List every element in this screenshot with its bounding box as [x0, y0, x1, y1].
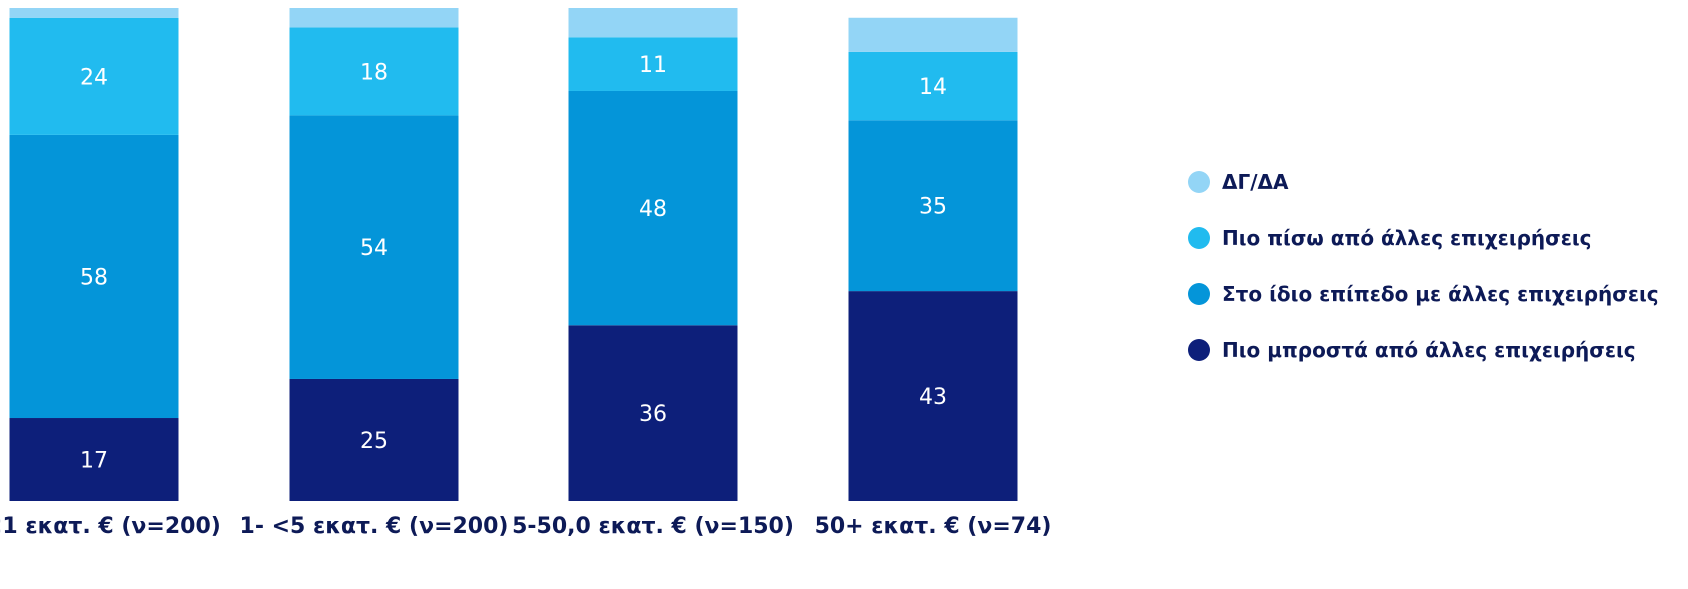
- bar-segment-1-cat-4: [848, 291, 1018, 501]
- category-label: 1- <5 εκατ. € (ν=200): [239, 514, 509, 539]
- legend-item: ΔΓ/ΔΑ: [1188, 154, 1659, 210]
- bar-segment-2-cat-4: [848, 120, 1018, 292]
- bar-segment-4-cat-3: [568, 8, 738, 38]
- legend: ΔΓ/ΔΑ Πιο πίσω από άλλες επιχειρήσεις Στο …: [1188, 154, 1659, 378]
- bar-segment-3-cat-2: [289, 27, 459, 116]
- bar-segment-3-cat-4: [848, 51, 1018, 121]
- bar-segment-1-cat-1: [9, 418, 179, 501]
- legend-label: ΔΓ/ΔΑ: [1222, 170, 1289, 194]
- bar-segment-4-cat-2: [289, 8, 459, 28]
- bar-segment-2-cat-2: [289, 115, 459, 379]
- data-label: 17: [80, 449, 108, 474]
- legend-label: Στο ίδιο επίπεδο με άλλες επιχειρήσεις: [1222, 282, 1659, 306]
- legend-swatch: [1188, 283, 1210, 305]
- legend-swatch: [1188, 227, 1210, 249]
- bar-segment-3-cat-1: [9, 17, 179, 135]
- bar-segment-2-cat-3: [568, 90, 738, 326]
- data-label: 58: [80, 265, 108, 290]
- legend-item: Πιο πίσω από άλλες επιχειρήσεις: [1188, 210, 1659, 266]
- data-label: 54: [360, 236, 388, 261]
- legend-item: Πιο μπροστά από άλλες επιχειρήσεις: [1188, 322, 1659, 378]
- bar-segment-1-cat-2: [289, 378, 459, 501]
- bar-segment-4-cat-1: [9, 8, 179, 18]
- data-label: 48: [639, 197, 667, 222]
- legend-label: Πιο μπροστά από άλλες επιχειρήσεις: [1222, 338, 1636, 362]
- data-label: 43: [919, 385, 947, 410]
- data-label: 14: [919, 75, 947, 100]
- legend-item: Στο ίδιο επίπεδο με άλλες επιχειρήσεις: [1188, 266, 1659, 322]
- category-label: - <1 εκατ. € (ν=200): [0, 514, 221, 539]
- data-label: 24: [80, 65, 108, 90]
- category-label: 5-50,0 εκατ. € (ν=150): [512, 514, 794, 539]
- legend-label: Πιο πίσω από άλλες επιχειρήσεις: [1222, 226, 1592, 250]
- bar-segment-2-cat-1: [9, 134, 179, 419]
- legend-swatch: [1188, 171, 1210, 193]
- category-label: 50+ εκατ. € (ν=74): [814, 514, 1052, 539]
- data-label: 11: [639, 53, 667, 78]
- data-label: 25: [360, 429, 388, 454]
- bar-segment-4-cat-4: [848, 17, 1018, 52]
- bar-segment-3-cat-3: [568, 37, 738, 91]
- data-label: 18: [360, 60, 388, 85]
- legend-swatch: [1188, 339, 1210, 361]
- bar-segment-1-cat-3: [568, 325, 738, 501]
- data-label: 35: [919, 195, 947, 220]
- data-label: 36: [639, 402, 667, 427]
